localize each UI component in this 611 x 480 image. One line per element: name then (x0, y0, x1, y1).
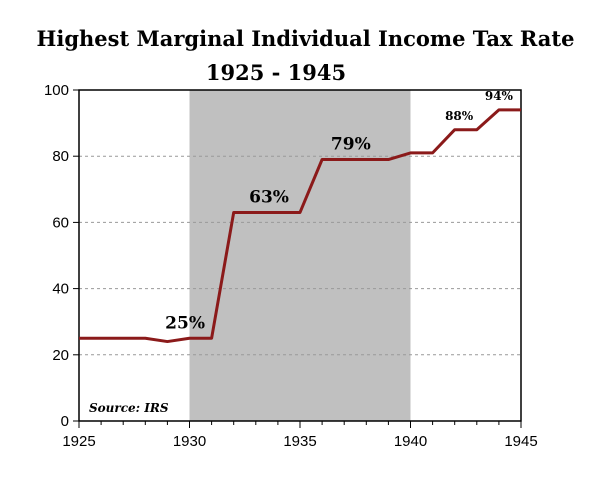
y-tick-label: 60 (52, 214, 69, 231)
x-tick-label: 1925 (62, 433, 95, 450)
data-label: 25% (165, 313, 205, 333)
chart-subtitle: 1925 - 1945 (205, 60, 347, 85)
x-tick-label: 1930 (173, 433, 206, 450)
x-tick-label: 1945 (504, 433, 537, 450)
y-tick-label: 20 (52, 347, 69, 364)
data-label: 94% (485, 89, 514, 103)
data-label: 79% (331, 135, 371, 155)
data-label: 88% (445, 109, 474, 123)
shaded-period-band (189, 90, 411, 421)
chart-title: Highest Marginal Individual Income Tax R… (36, 26, 575, 51)
x-tick-label: 1940 (394, 433, 427, 450)
y-tick-label: 40 (52, 281, 69, 298)
x-tick-label: 1935 (283, 433, 316, 450)
y-tick-label: 0 (61, 413, 69, 430)
source-note: Source: IRS (89, 401, 169, 415)
series-line (79, 108, 521, 344)
y-tick-label: 100 (44, 82, 69, 99)
data-label: 63% (249, 188, 289, 208)
y-tick-label: 80 (52, 148, 69, 165)
